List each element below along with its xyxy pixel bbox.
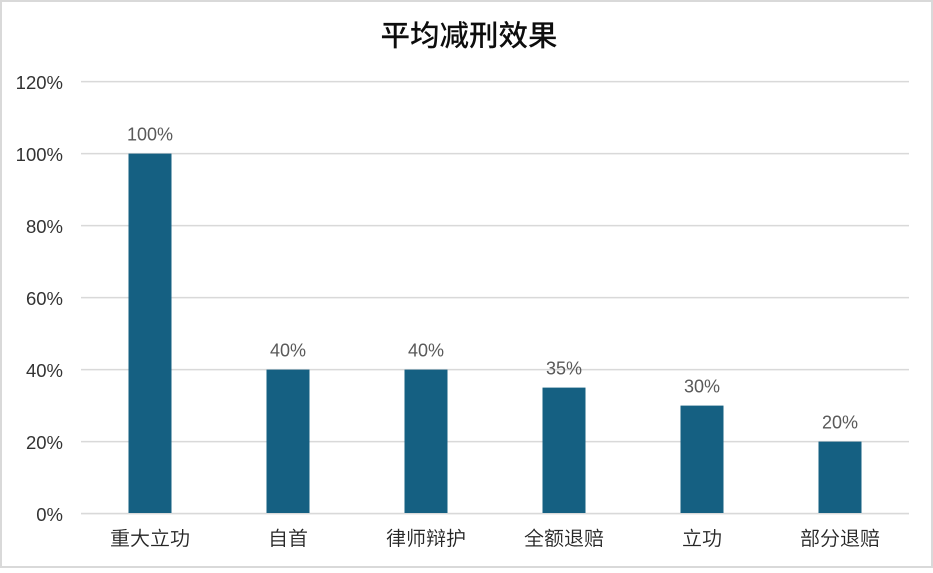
svg-text:60%: 60% — [26, 288, 63, 309]
svg-text:20%: 20% — [822, 413, 858, 433]
svg-text:40%: 40% — [26, 360, 63, 381]
svg-text:40%: 40% — [270, 341, 306, 361]
svg-text:100%: 100% — [16, 144, 63, 165]
svg-text:30%: 30% — [684, 377, 720, 397]
svg-text:120%: 120% — [16, 72, 63, 93]
svg-text:20%: 20% — [26, 432, 63, 453]
svg-text:40%: 40% — [408, 341, 444, 361]
svg-text:35%: 35% — [546, 359, 582, 379]
svg-text:0%: 0% — [36, 504, 63, 525]
svg-text:100%: 100% — [127, 125, 173, 145]
svg-text:80%: 80% — [26, 216, 63, 237]
